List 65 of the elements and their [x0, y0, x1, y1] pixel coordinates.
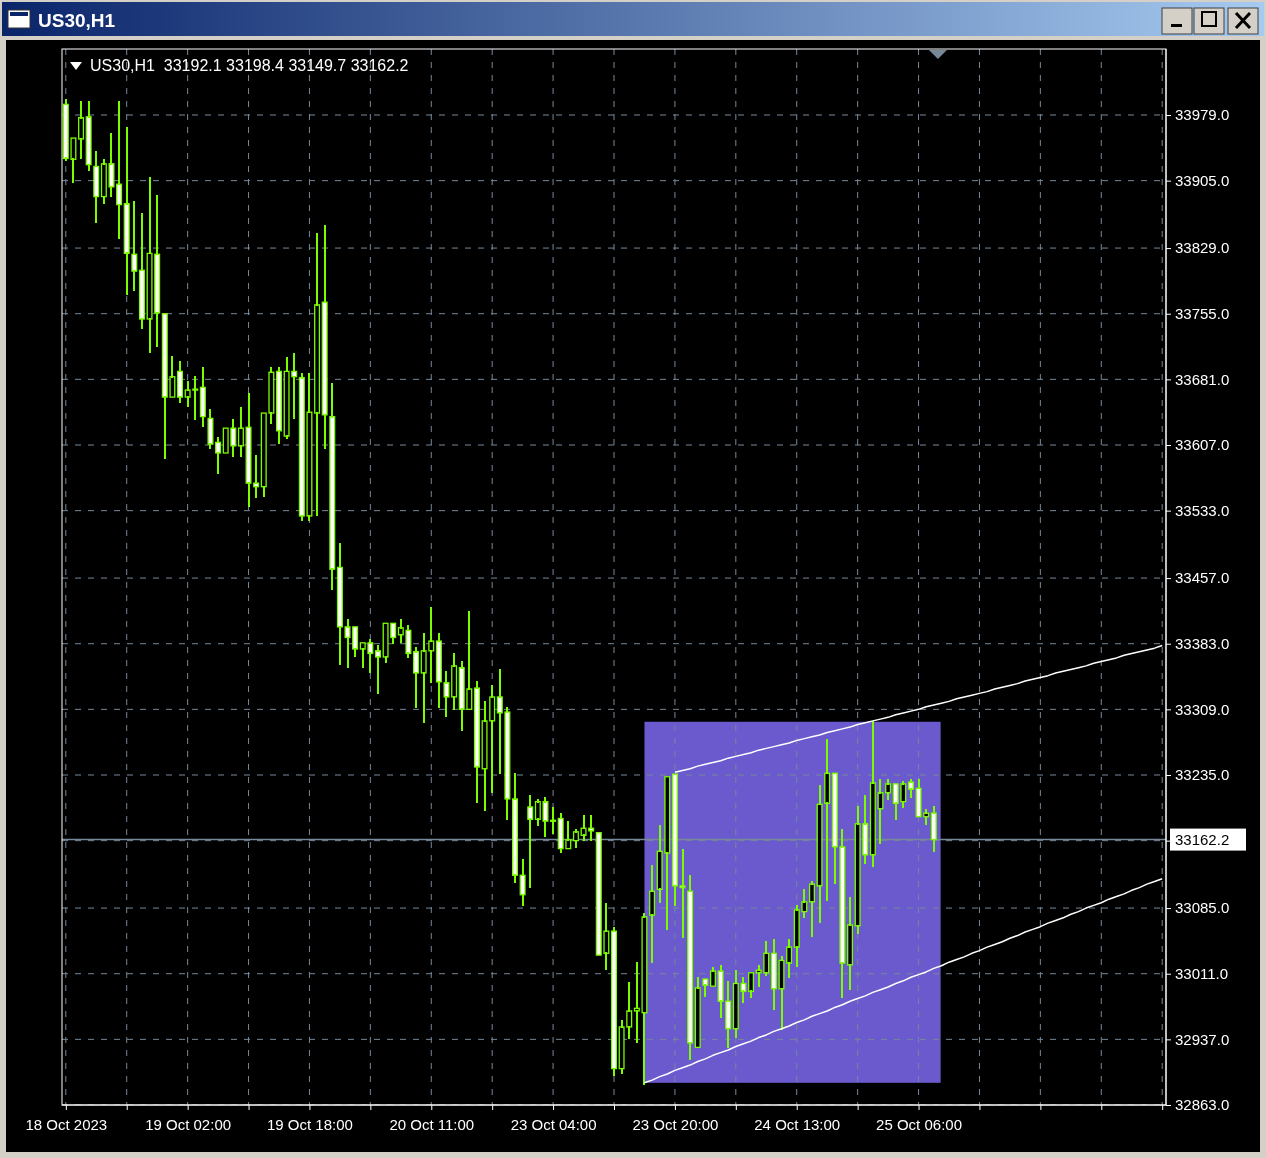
- y-tick-label: 32937.0: [1175, 1030, 1230, 1048]
- candlestick: [930, 806, 937, 852]
- candlestick: [336, 543, 343, 665]
- y-tick-label: 33457.0: [1175, 569, 1230, 587]
- candlestick: [572, 829, 579, 848]
- candlestick: [824, 739, 831, 901]
- x-tick-label: 19 Oct 18:00: [267, 1115, 353, 1133]
- x-tick-label: 18 Oct 2023: [25, 1115, 108, 1133]
- candlestick: [527, 795, 534, 888]
- y-tick-label: 33755.0: [1175, 305, 1230, 323]
- x-tick-label: 23 Oct 20:00: [632, 1115, 719, 1133]
- candlestick: [78, 101, 85, 159]
- candlestick: [374, 645, 381, 694]
- y-tick-label: 33681.0: [1175, 370, 1230, 388]
- y-tick-label: 33979.0: [1175, 106, 1230, 124]
- y-tick-label: 33235.0: [1175, 766, 1230, 784]
- y-tick-label: 33383.0: [1175, 635, 1230, 653]
- candlestick: [702, 978, 709, 997]
- candlestick: [885, 779, 892, 800]
- candlestick: [907, 779, 914, 798]
- candlestick: [610, 927, 618, 1076]
- line-series: [643, 878, 1163, 1084]
- candlestick: [473, 681, 480, 803]
- y-tick-label: 33607.0: [1175, 436, 1230, 454]
- candlestick: [321, 225, 328, 449]
- candlestick: [207, 409, 214, 449]
- x-tick-label: 23 Oct 04:00: [510, 1115, 597, 1133]
- candlestick: [687, 875, 694, 1060]
- candlestick: [413, 647, 420, 708]
- candlestick: [85, 101, 92, 171]
- candlestick: [649, 865, 656, 963]
- candlestick: [847, 897, 854, 990]
- candlestick: [93, 151, 100, 223]
- candlestick: [131, 201, 138, 291]
- y-tick-label: 32863.0: [1175, 1096, 1230, 1114]
- candlestick: [275, 367, 282, 444]
- y-tick-label: 33011.0: [1175, 965, 1229, 983]
- x-tick-label: 25 Oct 06:00: [876, 1115, 962, 1133]
- y-tick-label: 33905.0: [1175, 171, 1230, 189]
- candlestick: [177, 361, 184, 403]
- ref-line-label: 33162.2: [1175, 830, 1230, 848]
- candlestick: [709, 967, 716, 987]
- y-tick-label: 33085.0: [1175, 899, 1230, 917]
- candlestick: [237, 407, 244, 457]
- y-tick-label: 33309.0: [1175, 700, 1230, 718]
- candlestick: [116, 101, 123, 239]
- y-tick-label: 33533.0: [1175, 501, 1230, 519]
- candlestick: [694, 977, 701, 1048]
- candlestick: [748, 972, 755, 998]
- candlestick: [816, 785, 823, 923]
- chart-title: US30,H1: [38, 10, 116, 31]
- x-tick-label: 20 Oct 11:00: [389, 1115, 475, 1133]
- candlestick: [314, 233, 321, 516]
- candlestick: [123, 127, 130, 295]
- candlestick: [138, 213, 145, 329]
- candlestick: [215, 437, 222, 474]
- x-tick-label: 19 Oct 02:00: [145, 1115, 232, 1133]
- candlestick: [512, 773, 519, 883]
- candlestick: [329, 383, 336, 590]
- candlestick: [199, 367, 206, 427]
- candlestick: [808, 881, 815, 937]
- candlestick: [519, 859, 526, 906]
- text: US30,H1 33192.1 33198.4 33149.7 33162.2: [90, 57, 409, 74]
- y-tick-label: 33829.0: [1175, 239, 1230, 257]
- x-tick-label: 24 Oct 13:00: [754, 1115, 841, 1133]
